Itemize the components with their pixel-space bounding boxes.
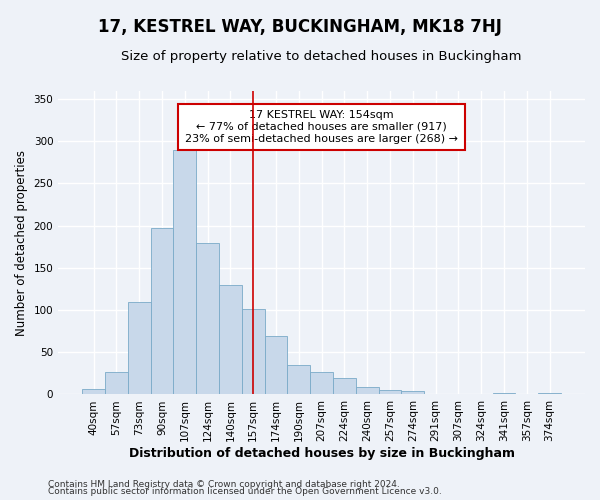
X-axis label: Distribution of detached houses by size in Buckingham: Distribution of detached houses by size … (128, 447, 515, 460)
Text: 17, KESTREL WAY, BUCKINGHAM, MK18 7HJ: 17, KESTREL WAY, BUCKINGHAM, MK18 7HJ (98, 18, 502, 36)
Bar (242, 309, 265, 394)
Bar (493, 393, 515, 394)
Bar (105, 372, 128, 394)
Bar (538, 393, 561, 394)
Bar (151, 228, 173, 394)
Bar (401, 391, 424, 394)
Text: Contains HM Land Registry data © Crown copyright and database right 2024.: Contains HM Land Registry data © Crown c… (48, 480, 400, 489)
Bar (219, 284, 242, 395)
Bar (310, 372, 333, 394)
Bar (287, 365, 310, 394)
Bar (379, 390, 401, 394)
Bar (173, 150, 196, 394)
Bar (82, 390, 105, 394)
Text: Contains public sector information licensed under the Open Government Licence v3: Contains public sector information licen… (48, 487, 442, 496)
Bar (333, 378, 356, 394)
Text: 17 KESTREL WAY: 154sqm
← 77% of detached houses are smaller (917)
23% of semi-de: 17 KESTREL WAY: 154sqm ← 77% of detached… (185, 110, 458, 144)
Bar (196, 242, 219, 394)
Bar (128, 302, 151, 394)
Title: Size of property relative to detached houses in Buckingham: Size of property relative to detached ho… (121, 50, 522, 63)
Y-axis label: Number of detached properties: Number of detached properties (15, 150, 28, 336)
Bar (265, 336, 287, 394)
Bar (356, 387, 379, 394)
